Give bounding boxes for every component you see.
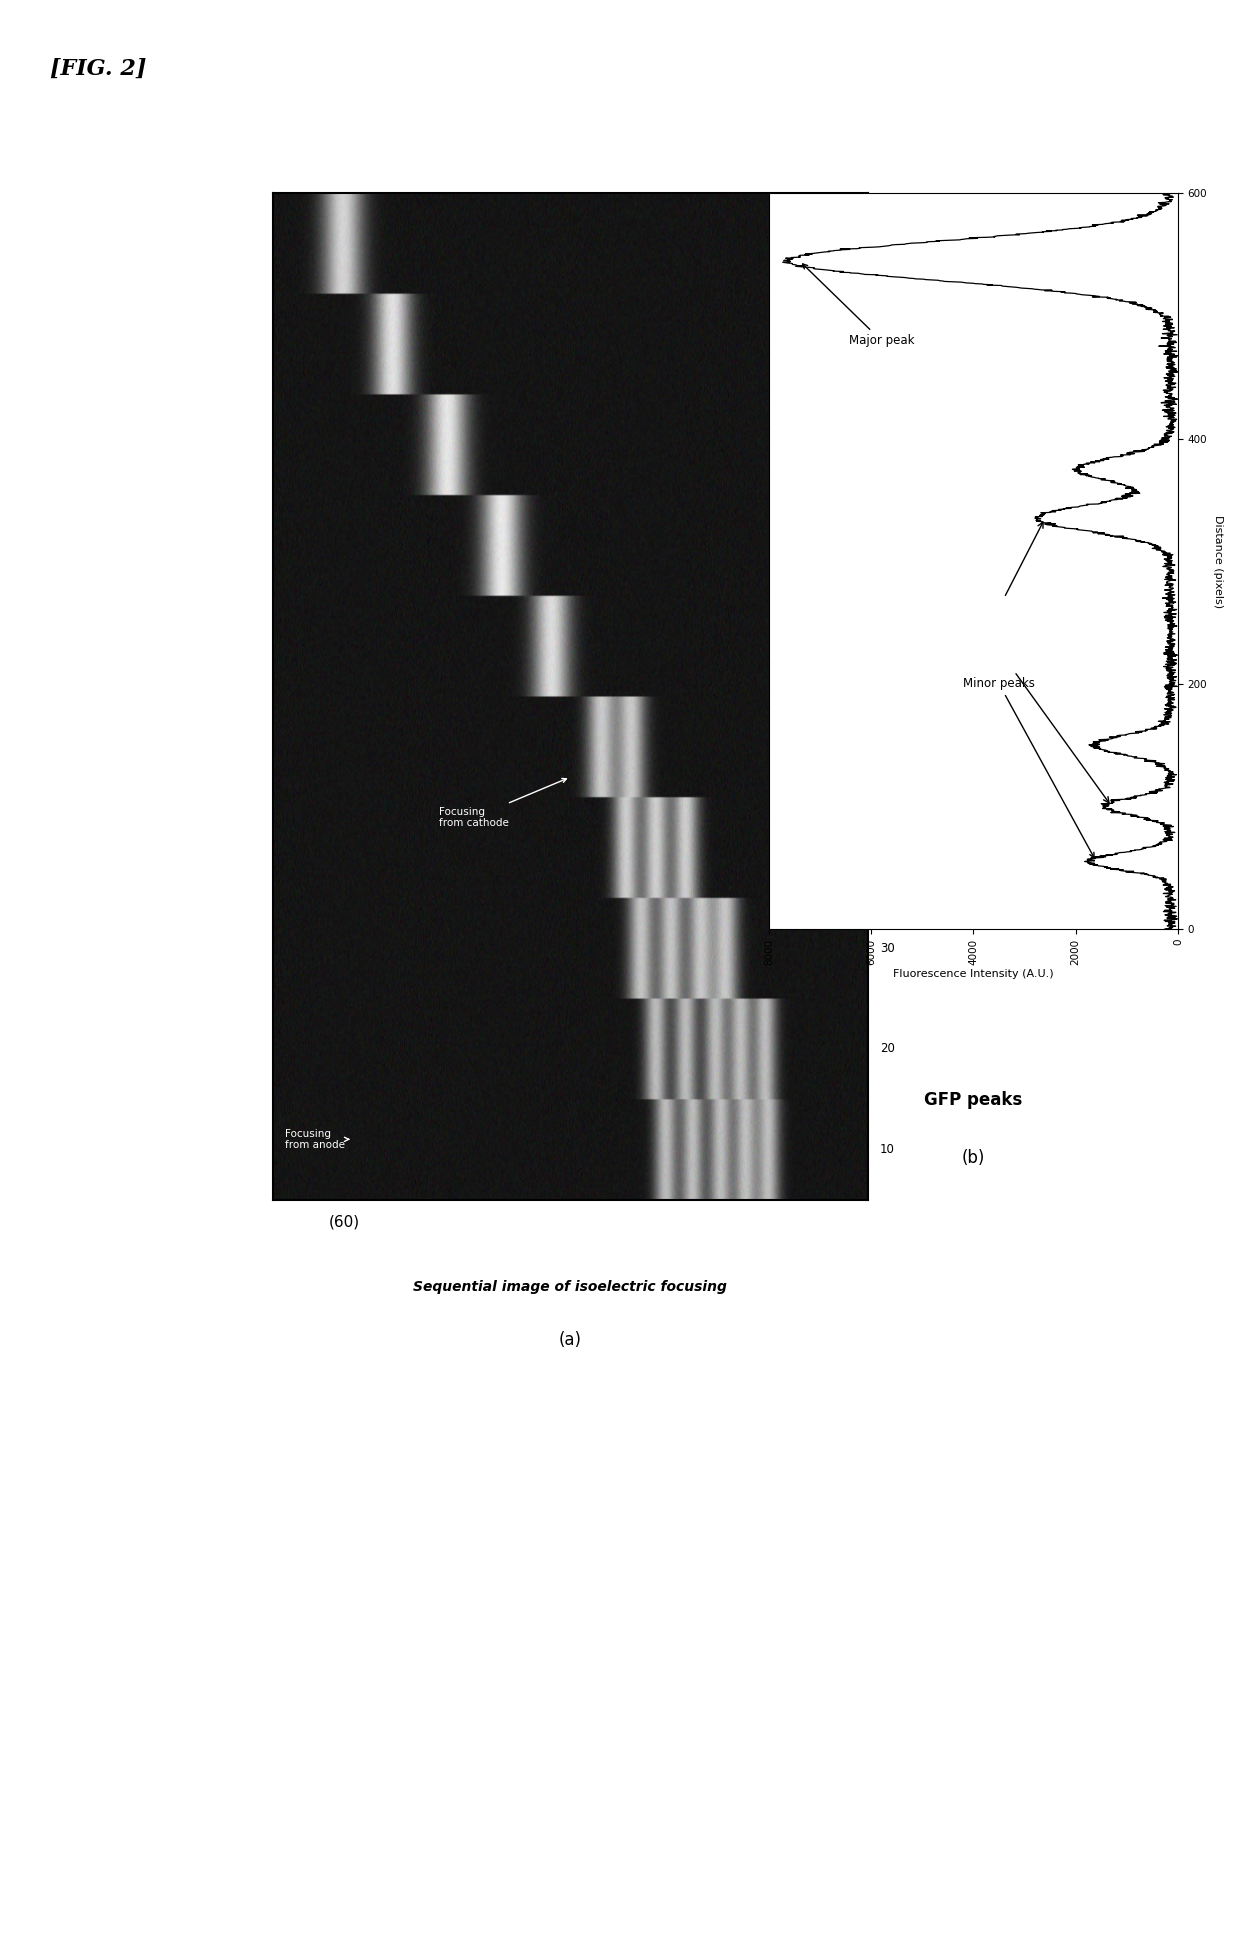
Text: Major peak: Major peak [802,263,914,346]
Text: (60): (60) [329,1215,360,1231]
Y-axis label: Distance (pixels): Distance (pixels) [1213,515,1223,608]
Text: Sequential image of isoelectric focusing: Sequential image of isoelectric focusing [413,1281,728,1295]
Text: 90: 90 [880,339,895,350]
Text: Minor peaks: Minor peaks [963,677,1094,857]
Text: 10: 10 [880,1144,895,1155]
Text: 70: 70 [880,540,895,551]
Text: 100 s: 100 s [880,238,913,250]
Text: 50: 50 [880,741,894,753]
Text: 40: 40 [880,842,895,853]
Text: 80: 80 [880,439,894,451]
Text: 30: 30 [880,942,894,954]
Text: 20: 20 [880,1043,895,1055]
Text: Focusing
from cathode: Focusing from cathode [439,778,567,828]
Text: Focusing
from anode: Focusing from anode [285,1128,348,1149]
Text: (b): (b) [962,1149,985,1167]
Text: [FIG. 2]: [FIG. 2] [50,58,146,79]
Text: (70): (70) [924,689,955,704]
Text: 60: 60 [880,640,895,652]
Text: GFP peaks: GFP peaks [924,1091,1023,1109]
Text: (a): (a) [559,1331,582,1349]
X-axis label: Fluorescence Intensity (A.U.): Fluorescence Intensity (A.U.) [893,969,1054,979]
